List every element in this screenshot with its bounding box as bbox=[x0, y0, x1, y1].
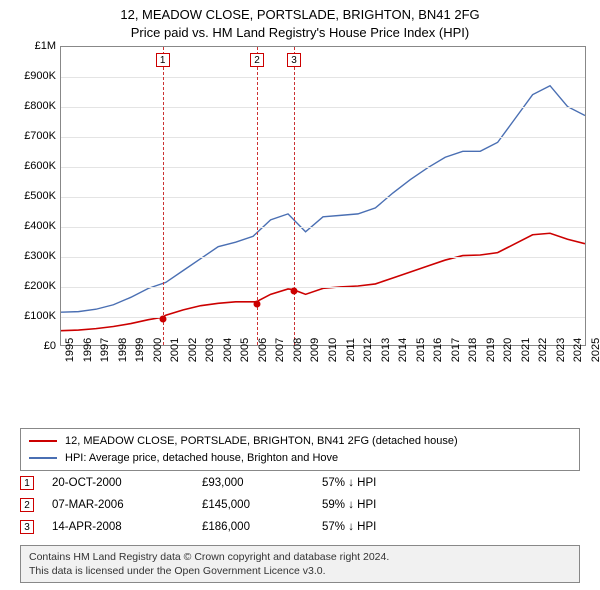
legend-swatch-prop bbox=[29, 440, 57, 442]
chart: 1 2 3 £0 £100K £200K £300K £400K £500K £600K £700… bbox=[14, 46, 586, 384]
ytick-label: £200K bbox=[12, 280, 56, 292]
event-date: 07-MAR-2006 bbox=[52, 499, 202, 511]
event-marker-dot bbox=[254, 300, 261, 307]
ytick-label: £900K bbox=[12, 70, 56, 82]
event-marker-box: 3 bbox=[287, 53, 301, 67]
event-marker-line bbox=[163, 47, 164, 345]
xtick-label: 2016 bbox=[432, 338, 444, 362]
event-date: 20-OCT-2000 bbox=[52, 477, 202, 489]
xtick-label: 2001 bbox=[169, 338, 181, 362]
plot-area: 1 2 3 bbox=[60, 46, 586, 346]
ytick-label: £1M bbox=[12, 40, 56, 52]
xtick-label: 2008 bbox=[292, 338, 304, 362]
title-address: 12, MEADOW CLOSE, PORTSLADE, BRIGHTON, B… bbox=[0, 6, 600, 24]
ytick-label: £800K bbox=[12, 100, 56, 112]
xtick-label: 1999 bbox=[134, 338, 146, 362]
xtick-label: 2024 bbox=[572, 338, 584, 362]
xtick-label: 2021 bbox=[520, 338, 532, 362]
xtick-label: 1996 bbox=[82, 338, 94, 362]
ytick-label: £400K bbox=[12, 220, 56, 232]
xtick-label: 2010 bbox=[327, 338, 339, 362]
xtick-label: 2000 bbox=[152, 338, 164, 362]
xtick-label: 2020 bbox=[502, 338, 514, 362]
event-marker-dot bbox=[159, 316, 166, 323]
event-marker: 2 bbox=[20, 498, 34, 512]
title-block: 12, MEADOW CLOSE, PORTSLADE, BRIGHTON, B… bbox=[0, 0, 600, 41]
event-delta: 59% ↓ HPI bbox=[322, 499, 376, 511]
legend-item-prop: 12, MEADOW CLOSE, PORTSLADE, BRIGHTON, B… bbox=[29, 433, 571, 450]
event-marker-box: 1 bbox=[156, 53, 170, 67]
event-marker: 3 bbox=[20, 520, 34, 534]
event-delta: 57% ↓ HPI bbox=[322, 521, 376, 533]
xtick-label: 2025 bbox=[590, 338, 600, 362]
xtick-label: 2004 bbox=[222, 338, 234, 362]
event-price: £93,000 bbox=[202, 477, 322, 489]
footer: Contains HM Land Registry data © Crown c… bbox=[20, 545, 580, 583]
xtick-label: 2023 bbox=[555, 338, 567, 362]
xtick-label: 2014 bbox=[397, 338, 409, 362]
event-marker-line bbox=[294, 47, 295, 345]
ytick-label: £600K bbox=[12, 160, 56, 172]
footer-line1: Contains HM Land Registry data © Crown c… bbox=[29, 550, 571, 564]
xtick-label: 2007 bbox=[274, 338, 286, 362]
xtick-label: 2022 bbox=[537, 338, 549, 362]
xtick-label: 2013 bbox=[380, 338, 392, 362]
xtick-label: 2019 bbox=[485, 338, 497, 362]
xtick-label: 1997 bbox=[99, 338, 111, 362]
xtick-label: 2006 bbox=[257, 338, 269, 362]
event-delta: 57% ↓ HPI bbox=[322, 477, 376, 489]
xtick-label: 1998 bbox=[117, 338, 129, 362]
xtick-label: 1995 bbox=[64, 338, 76, 362]
event-date: 14-APR-2008 bbox=[52, 521, 202, 533]
ytick-label: £100K bbox=[12, 310, 56, 322]
ytick-label: £0 bbox=[12, 340, 56, 352]
xtick-label: 2018 bbox=[467, 338, 479, 362]
ytick-label: £500K bbox=[12, 190, 56, 202]
title-subtitle: Price paid vs. HM Land Registry's House … bbox=[0, 24, 600, 42]
xtick-label: 2012 bbox=[362, 338, 374, 362]
legend-label-hpi: HPI: Average price, detached house, Brig… bbox=[65, 450, 338, 467]
event-row: 3 14-APR-2008 £186,000 57% ↓ HPI bbox=[20, 516, 580, 538]
event-marker-dot bbox=[291, 288, 298, 295]
ytick-label: £300K bbox=[12, 250, 56, 262]
legend: 12, MEADOW CLOSE, PORTSLADE, BRIGHTON, B… bbox=[20, 428, 580, 471]
legend-label-prop: 12, MEADOW CLOSE, PORTSLADE, BRIGHTON, B… bbox=[65, 433, 458, 450]
xtick-label: 2003 bbox=[204, 338, 216, 362]
xtick-label: 2009 bbox=[309, 338, 321, 362]
legend-swatch-hpi bbox=[29, 457, 57, 459]
event-price: £145,000 bbox=[202, 499, 322, 511]
event-marker: 1 bbox=[20, 476, 34, 490]
xtick-label: 2011 bbox=[345, 338, 357, 362]
event-list: 1 20-OCT-2000 £93,000 57% ↓ HPI 2 07-MAR… bbox=[20, 472, 580, 538]
event-row: 1 20-OCT-2000 £93,000 57% ↓ HPI bbox=[20, 472, 580, 494]
footer-line2: This data is licensed under the Open Gov… bbox=[29, 564, 571, 578]
xtick-label: 2005 bbox=[239, 338, 251, 362]
event-marker-box: 2 bbox=[250, 53, 264, 67]
chart-lines bbox=[61, 47, 585, 345]
event-row: 2 07-MAR-2006 £145,000 59% ↓ HPI bbox=[20, 494, 580, 516]
legend-item-hpi: HPI: Average price, detached house, Brig… bbox=[29, 450, 571, 467]
ytick-label: £700K bbox=[12, 130, 56, 142]
series-hpi bbox=[61, 86, 585, 312]
xtick-label: 2015 bbox=[415, 338, 427, 362]
chart-container: 12, MEADOW CLOSE, PORTSLADE, BRIGHTON, B… bbox=[0, 0, 600, 590]
xtick-label: 2002 bbox=[187, 338, 199, 362]
xtick-label: 2017 bbox=[450, 338, 462, 362]
event-price: £186,000 bbox=[202, 521, 322, 533]
